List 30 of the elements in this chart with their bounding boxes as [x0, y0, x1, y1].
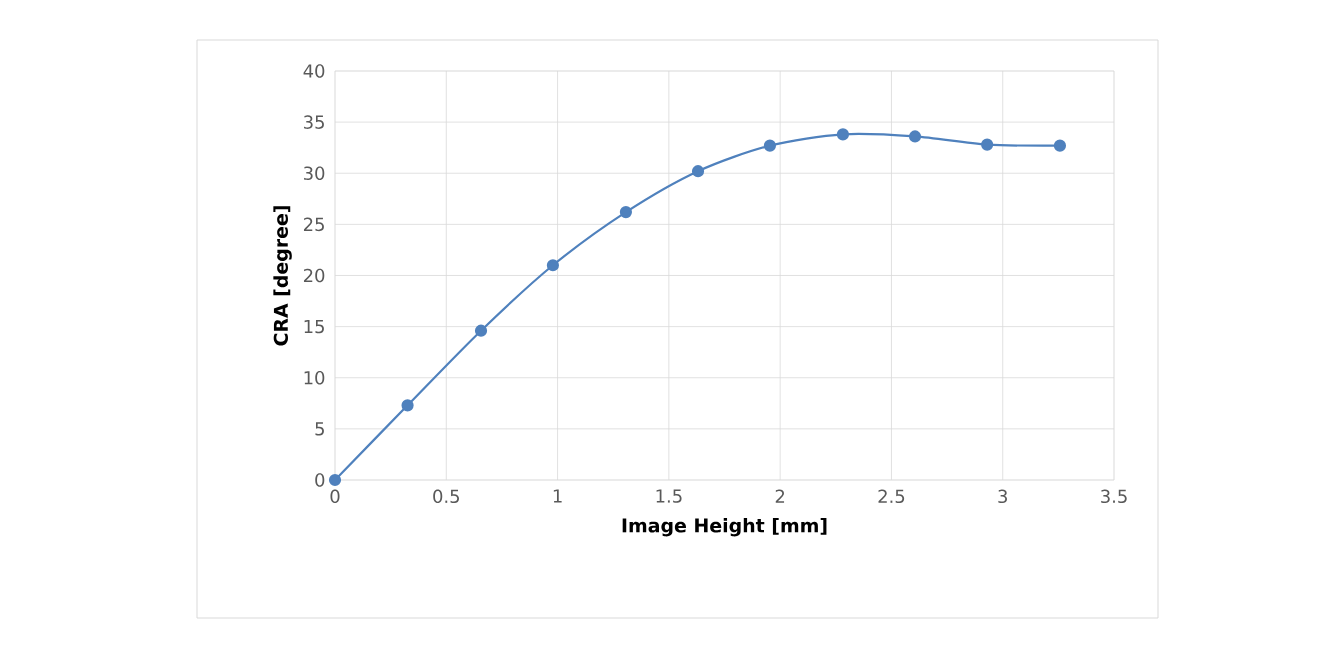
y-axis-title: CRA [degree] [273, 206, 292, 346]
y-tick-label: 40 [303, 64, 325, 78]
x-tick-label: 0.5 [433, 489, 459, 504]
point [908, 130, 922, 143]
y-tick-label: 5 [315, 422, 324, 436]
x-axis-title: Image Height [mm] [622, 517, 827, 537]
y-tick-label: 25 [303, 217, 324, 232]
x-tick-label: 1.5 [656, 489, 682, 503]
y-tick-label: 10 [304, 370, 325, 385]
x-tick-label: 0 [330, 489, 340, 504]
y-tick-label: 20 [303, 268, 325, 283]
point [474, 324, 488, 337]
point [401, 399, 414, 412]
point [981, 138, 994, 151]
point [691, 165, 705, 178]
point [1053, 139, 1067, 152]
x-tick-label: 1 [553, 489, 562, 503]
x-tick-label: 2.5 [878, 489, 905, 504]
point [619, 206, 633, 219]
point [328, 473, 342, 487]
y-tick-label: 30 [304, 166, 325, 181]
y-tick-label: 35 [304, 115, 324, 129]
point [836, 128, 850, 141]
point [546, 259, 559, 272]
x-tick-label: 3 [998, 489, 1007, 504]
y-tick-label: 0 [315, 473, 325, 487]
x-tick-label: 3.5 [1101, 489, 1127, 504]
y-tick-label: 15 [304, 319, 324, 334]
point [763, 139, 777, 152]
x-tick-label: 2 [775, 489, 785, 503]
